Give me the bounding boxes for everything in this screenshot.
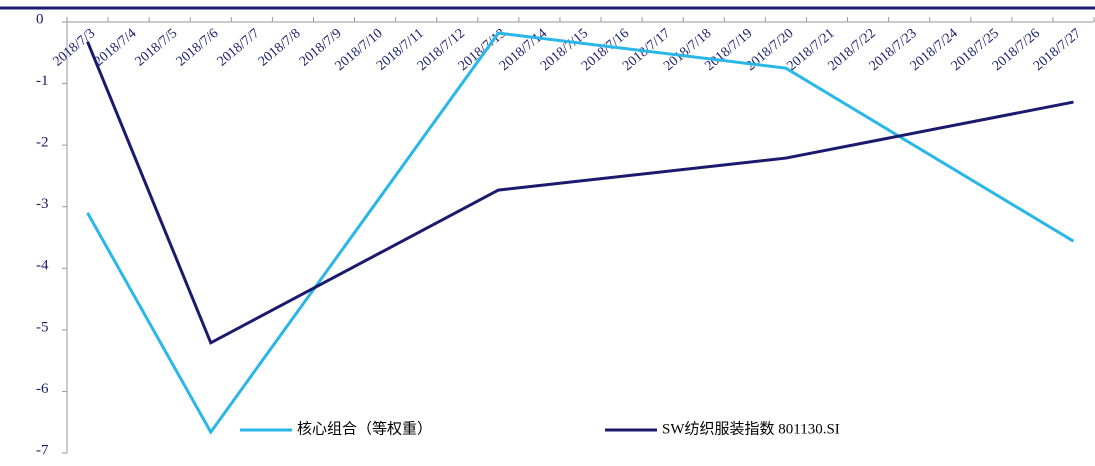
y-tick-label: -6 xyxy=(36,381,49,397)
y-tick-label: -3 xyxy=(36,196,49,212)
y-tick-label: -7 xyxy=(36,442,49,458)
x-tick-label: 2018/7/5 xyxy=(133,26,181,69)
x-tick-label: 2018/7/7 xyxy=(215,26,263,69)
y-tick-label: 0 xyxy=(36,11,44,27)
y-tick-label: -2 xyxy=(36,135,49,151)
x-tick-label: 2018/7/6 xyxy=(174,26,222,69)
y-tick-label: -5 xyxy=(36,319,49,335)
x-tick-label: 2018/7/4 xyxy=(91,26,139,69)
series-line xyxy=(86,31,1075,435)
legend-label: 核心组合（等权重） xyxy=(297,419,432,437)
y-tick-label: -1 xyxy=(36,73,49,89)
x-tick-label: 2018/7/8 xyxy=(256,26,304,69)
legend-label: SW纺织服装指数 801130.SI xyxy=(662,420,840,437)
series-line xyxy=(86,41,1074,345)
y-tick-label: -4 xyxy=(36,258,49,274)
